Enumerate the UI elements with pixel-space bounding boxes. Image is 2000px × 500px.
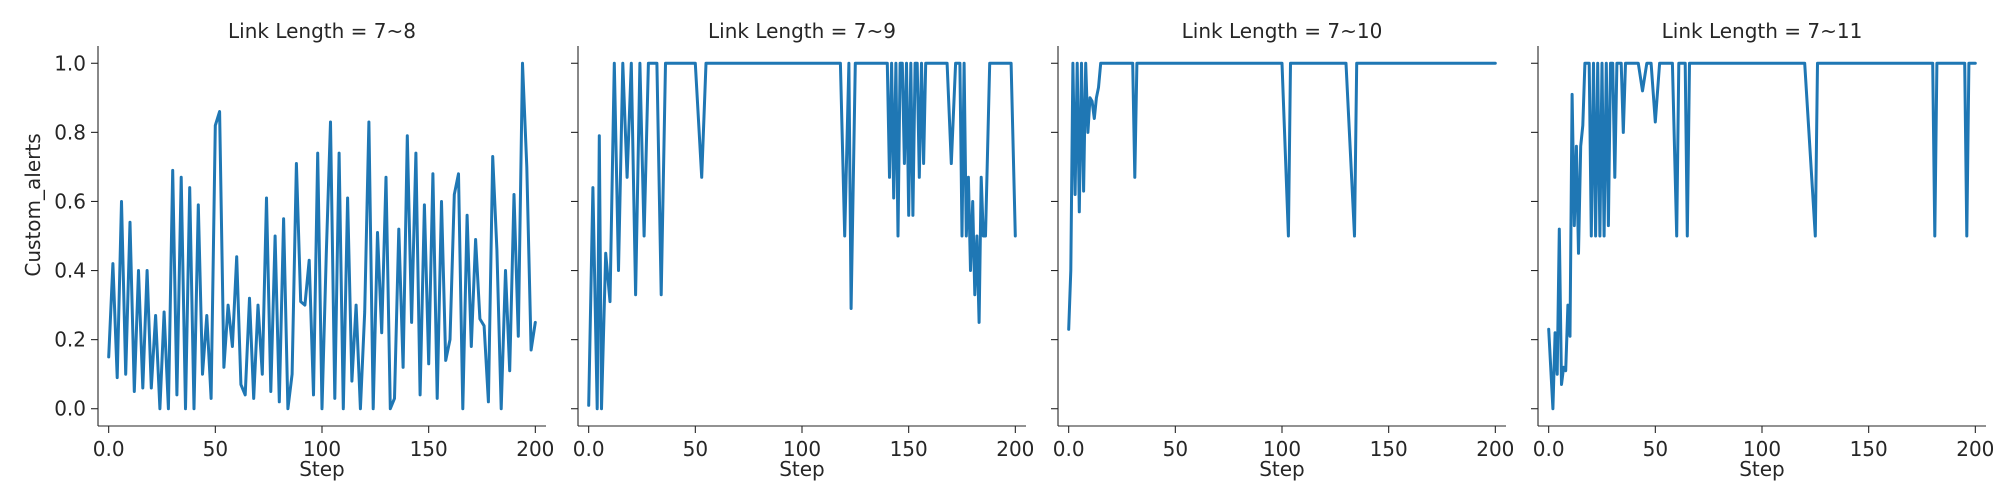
y-tick-label: 0.4 xyxy=(54,259,86,283)
series-line xyxy=(107,61,537,411)
series-line xyxy=(587,61,1017,411)
x-tick-label: 200 xyxy=(996,437,1034,461)
panel-2: Link Length = 7~9 0.0 50 100 150 200 Step xyxy=(571,19,1034,481)
y-axis-label: Custom_alerts xyxy=(21,133,45,276)
x-tick-label: 200 xyxy=(1956,437,1994,461)
x-tick-label: 150 xyxy=(1850,437,1888,461)
y-tick-label: 1.0 xyxy=(54,51,86,75)
x-tick-label: 50 xyxy=(203,437,228,461)
panel-title: Link Length = 7~10 xyxy=(1182,19,1383,43)
chart-panels: Link Length = 7~8 0.0 50 100 150 200 0.0 0.2 0.4… xyxy=(54,19,1994,481)
x-tick-label: 100 xyxy=(1743,437,1781,461)
y-tick-label: 0.0 xyxy=(54,397,86,421)
y-tick-label: 0.8 xyxy=(54,120,86,144)
x-tick-label: 50 xyxy=(683,437,708,461)
x-tick-label: 150 xyxy=(410,437,448,461)
x-tick-label: 0.0 xyxy=(573,437,605,461)
x-tick-label: 100 xyxy=(1263,437,1301,461)
series-line xyxy=(1547,61,1977,411)
x-tick-label: 50 xyxy=(1643,437,1668,461)
panel-1: Link Length = 7~8 0.0 50 100 150 200 0.0 0.2 0.4… xyxy=(54,19,554,481)
x-tick-label: 200 xyxy=(1476,437,1514,461)
y-tick-label: 0.6 xyxy=(54,189,86,213)
panel-title: Link Length = 7~9 xyxy=(708,19,896,43)
x-tick-label: 50 xyxy=(1163,437,1188,461)
panel-3: Link Length = 7~10 0.0 50 100 150 200 Step xyxy=(1051,19,1514,481)
x-tick-label: 0.0 xyxy=(93,437,125,461)
x-tick-label: 200 xyxy=(516,437,554,461)
panel-title: Link Length = 7~8 xyxy=(228,19,416,43)
panel-title: Link Length = 7~11 xyxy=(1662,19,1863,43)
series-line xyxy=(1067,61,1497,331)
panel-4: Link Length = 7~11 0.0 50 100 150 200 Step xyxy=(1531,19,1994,481)
x-tick-label: 150 xyxy=(1370,437,1408,461)
x-axis-label: Step xyxy=(1259,457,1305,481)
y-tick-label: 0.2 xyxy=(54,328,86,352)
x-tick-label: 0.0 xyxy=(1533,437,1565,461)
x-axis-label: Step xyxy=(1739,457,1785,481)
x-axis-label: Step xyxy=(779,457,825,481)
x-axis-label: Step xyxy=(299,457,345,481)
x-tick-label: 0.0 xyxy=(1053,437,1085,461)
x-tick-label: 100 xyxy=(783,437,821,461)
x-tick-label: 100 xyxy=(303,437,341,461)
x-tick-label: 150 xyxy=(890,437,928,461)
